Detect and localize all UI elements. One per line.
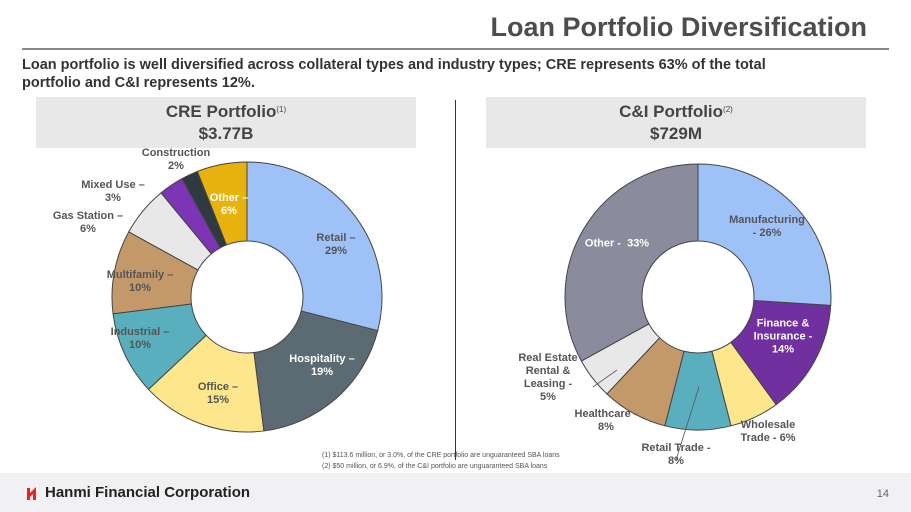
ci-label-retail-trade: Retail Trade - 8% <box>641 442 711 467</box>
leader-line-retail-trade <box>675 386 700 461</box>
divider <box>455 100 456 460</box>
cre-label-office: Office – 15% <box>197 381 239 406</box>
ci-footnote-ref: (2) <box>723 105 733 114</box>
cre-label-gas-station: Gas Station – 6% <box>52 210 124 235</box>
title-rule <box>22 48 889 50</box>
ci-label-finance-insurance: Finance & Insurance - 14% <box>753 317 813 356</box>
cre-label-other: Other – 6% <box>209 192 249 217</box>
ci-title: C&I Portfolio <box>619 102 724 121</box>
ci-header: C&I Portfolio(2) $729M <box>486 97 866 148</box>
cre-slice-gas-station <box>128 192 213 271</box>
company-logo: Hanmi Financial Corporation <box>26 484 250 501</box>
cre-header: CRE Portfolio(1) $3.77B <box>36 97 416 148</box>
cre-slice-retail <box>246 161 383 332</box>
subtitle: Loan portfolio is well diversified acros… <box>22 57 766 91</box>
footer-bar <box>0 473 911 512</box>
ci-label-manufacturing: Manufacturing - 26% <box>729 214 805 239</box>
cre-slice-office <box>147 334 265 433</box>
cre-title: CRE Portfolio <box>165 102 277 121</box>
page-title: Loan Portfolio Diversification <box>490 12 867 42</box>
footnotes: (1) $113.6 million, or 3.0%, of the CRE … <box>322 450 560 472</box>
ci-slice-real-estate-rental-leasing <box>580 323 661 395</box>
ci-label-healthcare: Healthcare - 8% <box>574 408 638 433</box>
footnote-1: (1) $113.6 million, or 3.0%, of the CRE … <box>322 452 560 459</box>
cre-slice-hospitality <box>253 310 379 432</box>
ci-slice-other <box>564 163 699 362</box>
page-number: 14 <box>876 488 889 500</box>
ci-slice-finance-insurance <box>730 299 832 406</box>
ci-slice-manufacturing <box>697 163 832 306</box>
cre-slice-industrial <box>112 303 207 391</box>
hanmi-logo-icon <box>26 485 40 501</box>
ci-slice-healthcare <box>606 337 685 427</box>
ci-label-real-estate-rental-leasing: Real Estate Rental & Leasing - 5% <box>518 352 578 403</box>
ci-label-wholesale-trade: Wholesale Trade - 6% <box>740 419 796 444</box>
cre-total: $3.77B <box>198 124 254 143</box>
cre-label-construction: Construction 2% <box>141 147 211 172</box>
cre-slice-construction <box>181 170 228 249</box>
ci-label-other: Other - 33% <box>584 237 650 250</box>
ci-total: $729M <box>650 124 702 143</box>
cre-label-industrial: Industrial – 10% <box>110 326 170 351</box>
cre-footnote-ref: (1) <box>276 105 287 114</box>
footnote-2: (2) $50 million, or 6.9%, of the C&I por… <box>322 463 548 470</box>
cre-slice-mixed-use <box>160 178 221 255</box>
leader-line-real-estate <box>592 369 618 388</box>
cre-slice-multifamily <box>111 231 199 315</box>
cre-label-retail: Retail – 29% <box>316 232 356 257</box>
cre-label-mixed-use: Mixed Use – 3% <box>81 179 145 204</box>
company-name: Hanmi Financial Corporation <box>45 484 251 501</box>
cre-label-hospitality: Hospitality – 19% <box>289 353 355 378</box>
ci-slice-wholesale-trade <box>711 341 777 427</box>
cre-label-multifamily: Multifamily – 10% <box>106 269 174 294</box>
